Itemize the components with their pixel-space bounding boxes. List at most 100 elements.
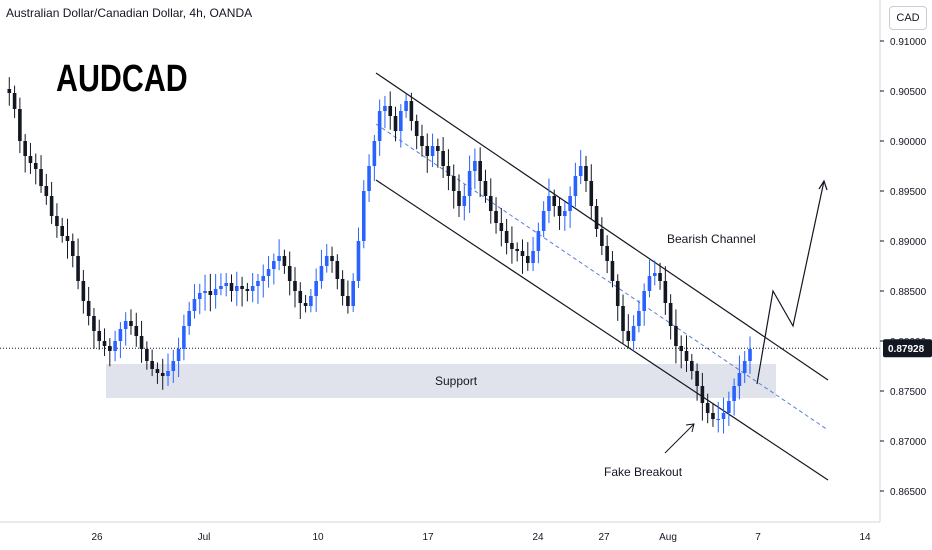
candle-body [213,289,218,295]
candle-body [108,346,112,351]
candle-body [515,249,520,251]
candle-body [261,276,266,281]
candle-body [97,331,102,341]
candle-body [626,331,631,341]
candle-body [28,156,33,163]
candle-body [287,266,292,281]
candle-body [256,281,260,286]
x-tick-label: Aug [659,532,677,543]
y-tick-label: 0.88500 [890,287,927,298]
candle-body [171,361,176,371]
candle-body [139,336,144,349]
y-tick-label: 0.90000 [890,137,927,148]
candle-body [451,176,456,191]
candle-body [721,413,726,419]
y-tick-label: 0.90500 [890,87,927,98]
candle-body [637,311,641,326]
candle-body [245,289,250,291]
candle-body [510,243,514,249]
candle-body [229,283,234,291]
candle-body [44,186,49,196]
support-zone [106,364,776,398]
currency-selector[interactable]: CAD [889,6,927,30]
candle-body [393,116,398,131]
candle-body [208,291,213,295]
support-label: Support [435,374,478,388]
candle-body [737,373,742,386]
x-tick-label: 7 [755,532,761,543]
candle-body [425,146,430,156]
candle-body [319,266,324,281]
candle-body [39,169,43,186]
candle-body [155,369,160,373]
candle-body [372,141,377,166]
candle-body [234,286,239,291]
candle-body [272,261,276,269]
candle-body [86,301,91,316]
candle-body [674,326,678,346]
candle-body [383,106,387,111]
candle-body [536,231,541,251]
candle-body [584,166,588,181]
candle-body [483,181,488,196]
x-tick-label: 24 [532,532,544,543]
currency-label: CAD [896,12,920,24]
candle-body [594,206,599,229]
candle-body [65,236,70,241]
candle-body [446,166,451,176]
candle-body [335,261,340,279]
candle-body [123,321,128,329]
candle-body [578,166,583,176]
candle-body [266,269,271,276]
candle-body [76,256,80,281]
x-tick-label: 10 [312,532,324,543]
candle-body [118,329,123,341]
candle-body [663,281,668,303]
candle-body [642,291,646,311]
candle-body [430,146,435,156]
candle-body [250,286,255,291]
candle-body [388,106,393,116]
candle-body [504,231,509,243]
channel-label: Bearish Channel [667,232,756,246]
candle-body [7,89,12,93]
candle-body [668,303,673,326]
candle-body [49,196,54,216]
candle-body [473,161,477,171]
candle-body [499,223,504,231]
candle-body [467,171,472,196]
arrow-icon [818,179,828,191]
candle-body [552,196,557,206]
candle-body [176,349,181,361]
y-tick-label: 0.87500 [890,387,927,398]
y-tick-label: 0.87000 [890,437,927,448]
candle-body [541,211,546,231]
candle-body [203,291,207,293]
candle-body [520,251,525,256]
candle-body [298,291,303,303]
candle-body [330,256,334,261]
candle-body [742,361,747,373]
x-tick-label: 27 [598,532,610,543]
candle-body [361,191,366,241]
x-tick-label: 17 [422,532,434,543]
candle-body [70,241,75,256]
candle-body [367,166,371,191]
candle-body [573,176,578,196]
y-tick-label: 0.91000 [890,37,927,48]
candle-body [23,141,27,156]
candle-body [399,111,403,131]
candle-body [589,181,594,206]
candle-body [525,256,530,263]
symbol-label: AUDCAD [56,58,188,100]
candle-body [282,256,287,266]
candle-body [134,326,139,336]
candle-body [160,373,165,376]
candle-body [197,293,202,299]
candle-body [462,196,467,206]
candle-body [605,246,609,261]
x-tick-label: 14 [859,532,871,543]
candle-body [293,281,297,291]
candle-body [324,256,329,266]
